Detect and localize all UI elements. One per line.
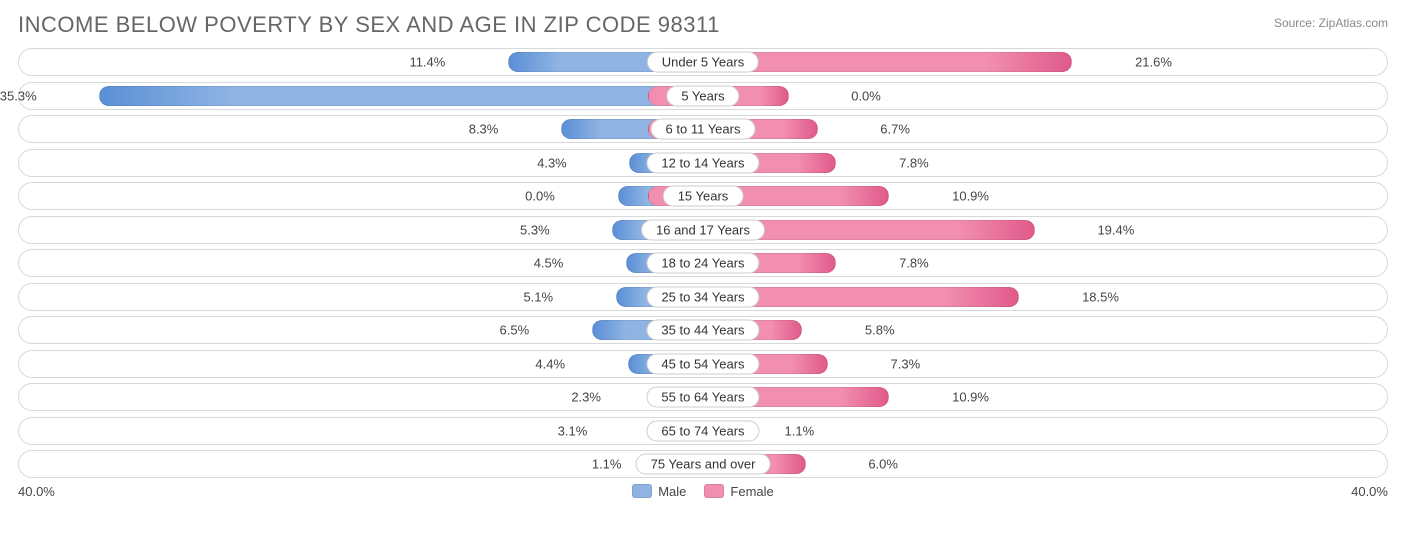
value-female: 18.5% <box>1082 289 1119 304</box>
category-label: 35 to 44 Years <box>646 320 759 341</box>
value-male: 4.3% <box>537 155 567 170</box>
value-female: 10.9% <box>952 390 989 405</box>
value-male: 5.3% <box>520 222 550 237</box>
axis-left-max: 40.0% <box>18 484 55 499</box>
category-label: 15 Years <box>663 186 744 207</box>
value-female: 6.7% <box>880 122 910 137</box>
category-label: 6 to 11 Years <box>651 119 756 140</box>
category-label: 75 Years and over <box>636 454 771 475</box>
category-label: 65 to 74 Years <box>646 420 759 441</box>
axis-right-max: 40.0% <box>1351 484 1388 499</box>
value-female: 7.3% <box>891 356 921 371</box>
value-male: 35.3% <box>0 88 37 103</box>
value-female: 6.0% <box>868 457 898 472</box>
category-label: 55 to 64 Years <box>646 387 759 408</box>
chart-row: 8.3% 6.7% 6 to 11 Years <box>18 115 1388 143</box>
value-female: 10.9% <box>952 189 989 204</box>
legend-label-male: Male <box>658 484 686 499</box>
chart-source: Source: ZipAtlas.com <box>1274 16 1388 30</box>
value-female: 19.4% <box>1097 222 1134 237</box>
value-female: 7.8% <box>899 155 929 170</box>
chart-row: 0.0% 10.9% 15 Years <box>18 182 1388 210</box>
chart-row: 35.3%0.0%5 Years <box>18 82 1388 110</box>
chart-header: INCOME BELOW POVERTY BY SEX AND AGE IN Z… <box>18 12 1388 38</box>
chart-row: 6.5% 5.8% 35 to 44 Years <box>18 316 1388 344</box>
value-male: 0.0% <box>525 189 555 204</box>
value-male: 4.4% <box>535 356 565 371</box>
chart-title: INCOME BELOW POVERTY BY SEX AND AGE IN Z… <box>18 12 720 38</box>
value-male: 4.5% <box>534 256 564 271</box>
value-male: 6.5% <box>500 323 530 338</box>
axis-row: 40.0% Male Female 40.0% <box>18 484 1388 499</box>
value-female: 7.8% <box>899 256 929 271</box>
category-label: 12 to 14 Years <box>646 152 759 173</box>
chart-row: 3.1% 1.1% 65 to 74 Years <box>18 417 1388 445</box>
value-male: 2.3% <box>571 390 601 405</box>
value-female: 0.0% <box>851 88 881 103</box>
category-label: 45 to 54 Years <box>646 353 759 374</box>
chart-row: 2.3% 10.9% 55 to 64 Years <box>18 383 1388 411</box>
value-male: 8.3% <box>469 122 499 137</box>
value-female: 1.1% <box>785 423 815 438</box>
value-male: 3.1% <box>558 423 588 438</box>
chart-row: 4.3% 7.8% 12 to 14 Years <box>18 149 1388 177</box>
value-male: 11.4% <box>409 55 445 70</box>
chart-row: 4.5% 7.8% 18 to 24 Years <box>18 249 1388 277</box>
chart-row: 11.4% 21.6% Under 5 Years <box>18 48 1388 76</box>
legend: Male Female <box>632 484 774 499</box>
category-label: 5 Years <box>666 85 739 106</box>
category-label: 18 to 24 Years <box>646 253 759 274</box>
chart-row: 1.1% 6.0% 75 Years and over <box>18 450 1388 478</box>
legend-label-female: Female <box>730 484 773 499</box>
category-label: 25 to 34 Years <box>646 286 759 307</box>
value-male: 5.1% <box>523 289 553 304</box>
legend-swatch-female <box>704 484 724 498</box>
chart-row: 5.1% 18.5% 25 to 34 Years <box>18 283 1388 311</box>
legend-swatch-male <box>632 484 652 498</box>
category-label: 16 and 17 Years <box>641 219 765 240</box>
value-female: 21.6% <box>1135 55 1172 70</box>
value-female: 5.8% <box>865 323 895 338</box>
legend-item-female: Female <box>704 484 773 499</box>
diverging-bar-chart: 11.4%21.6%Under 5 Years35.3%0.0%5 Years8… <box>18 48 1388 478</box>
chart-row: 5.3% 19.4% 16 and 17 Years <box>18 216 1388 244</box>
category-label: Under 5 Years <box>647 52 759 73</box>
chart-row: 4.4% 7.3% 45 to 54 Years <box>18 350 1388 378</box>
value-male: 1.1% <box>592 457 622 472</box>
legend-item-male: Male <box>632 484 686 499</box>
